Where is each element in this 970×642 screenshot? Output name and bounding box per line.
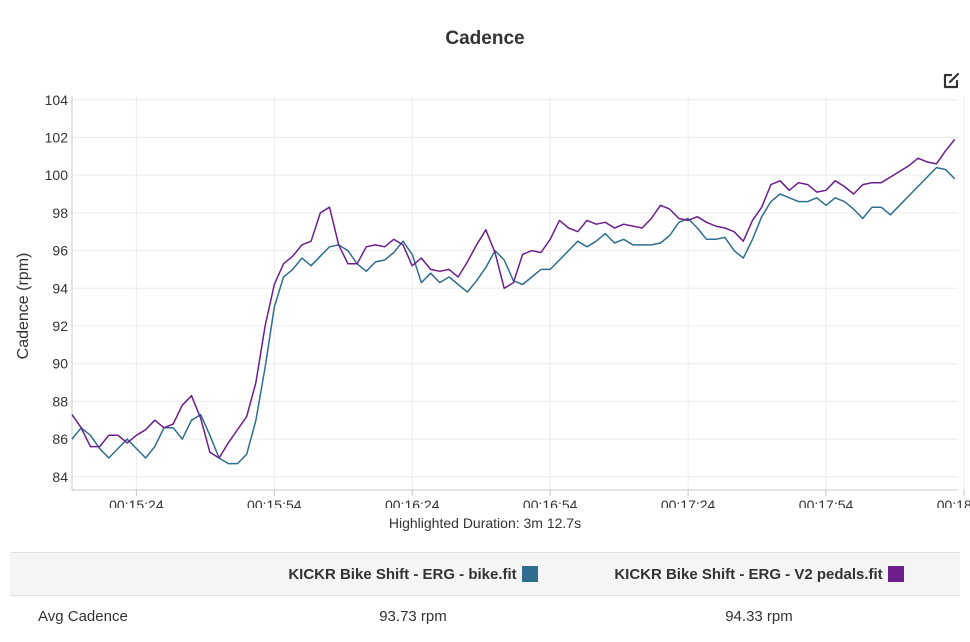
series-line-bike[interactable]: [71, 166, 956, 465]
y-tick-label: 100: [45, 167, 69, 183]
grid-lines: [72, 96, 965, 490]
x-tick-label: 00:16:54: [523, 497, 578, 508]
y-tick-label: 96: [52, 243, 68, 259]
y-tick-label: 84: [52, 469, 68, 485]
y-tick-label: 98: [52, 205, 68, 221]
y-tick-label: 94: [52, 280, 68, 296]
row-label: Avg Cadence: [38, 607, 128, 625]
stats-table: KICKR Bike Shift - ERG - bike.fit KICKR …: [10, 552, 960, 636]
y-axis-label: Cadence (rpm): [15, 253, 32, 360]
x-tick-label: 00:17:24: [661, 497, 716, 508]
avg-cadence-bike: 93.73 rpm: [379, 607, 447, 625]
bike-color-swatch: [521, 565, 538, 582]
y-axis-tick-labels: 84 86 88 90 92 94 96 98 100 102 104: [45, 92, 69, 485]
file-header-pedals: KICKR Bike Shift - ERG - V2 pedals.fit: [558, 552, 960, 596]
y-tick-label: 90: [52, 356, 68, 372]
x-tick-label: 00:15:24: [109, 497, 164, 508]
x-tick-label: 00:18:24: [937, 497, 970, 508]
table-row: Avg Cadence 93.73 rpm 94.33 rpm: [10, 596, 960, 637]
y-tick-label: 104: [45, 92, 69, 108]
stats-header-empty: [10, 552, 268, 596]
x-tick-label: 00:15:54: [247, 497, 302, 508]
y-tick-label: 92: [52, 318, 68, 334]
stats-header-row: KICKR Bike Shift - ERG - bike.fit KICKR …: [10, 552, 960, 596]
pedals-color-swatch: [887, 565, 904, 582]
file-header-bike: KICKR Bike Shift - ERG - bike.fit: [268, 552, 558, 596]
chart-title: Cadence: [445, 28, 525, 49]
file-name-pedals: KICKR Bike Shift - ERG - V2 pedals.fit: [614, 565, 883, 583]
highlighted-duration: Highlighted Duration: 3m 12.7s: [388, 515, 582, 531]
y-tick-label: 88: [52, 393, 68, 409]
x-tick-label: 00:16:24: [385, 497, 440, 508]
y-tick-label: 86: [52, 431, 68, 447]
avg-cadence-pedals: 94.33 rpm: [725, 607, 793, 625]
series-lines[interactable]: [71, 138, 956, 465]
series-line-pedals[interactable]: [71, 138, 956, 459]
x-axis-tick-labels: 00:15:24 00:15:54 00:16:24 00:16:54 00:17:24…: [109, 497, 970, 508]
edit-icon[interactable]: [942, 72, 960, 90]
x-tick-label: 00:17:54: [799, 497, 854, 508]
y-tick-label: 102: [45, 129, 69, 145]
axes: [71, 96, 965, 496]
file-name-bike: KICKR Bike Shift - ERG - bike.fit: [288, 565, 517, 583]
